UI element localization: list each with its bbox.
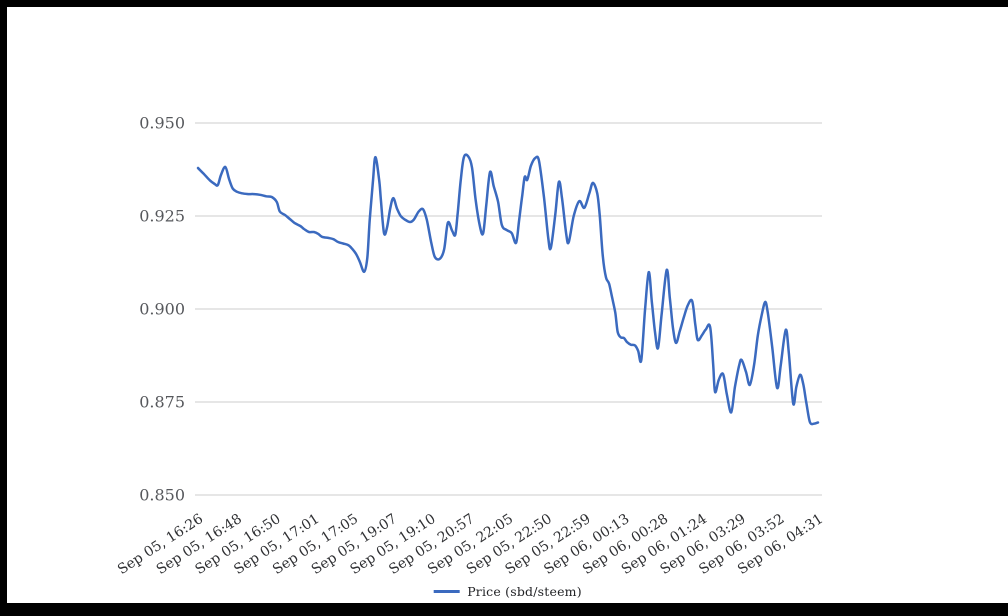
- y-axis-tick-label: 0.950: [139, 114, 185, 133]
- y-axis-tick-label: 0.900: [139, 300, 185, 319]
- price-series-line: [196, 153, 820, 426]
- chart-legend: Price (sbd/steem): [433, 584, 582, 599]
- chart-canvas: 0.950 0.925 0.900 0.875 0.850 Sep 05, 16:26 Se…: [7, 7, 1008, 603]
- legend-line-swatch: [433, 590, 460, 593]
- y-axis-tick-label: 0.850: [139, 486, 185, 505]
- y-axis-tick-label: 0.925: [139, 207, 185, 226]
- legend-label: Price (sbd/steem): [467, 584, 582, 599]
- y-axis-tick-label: 0.875: [139, 393, 185, 412]
